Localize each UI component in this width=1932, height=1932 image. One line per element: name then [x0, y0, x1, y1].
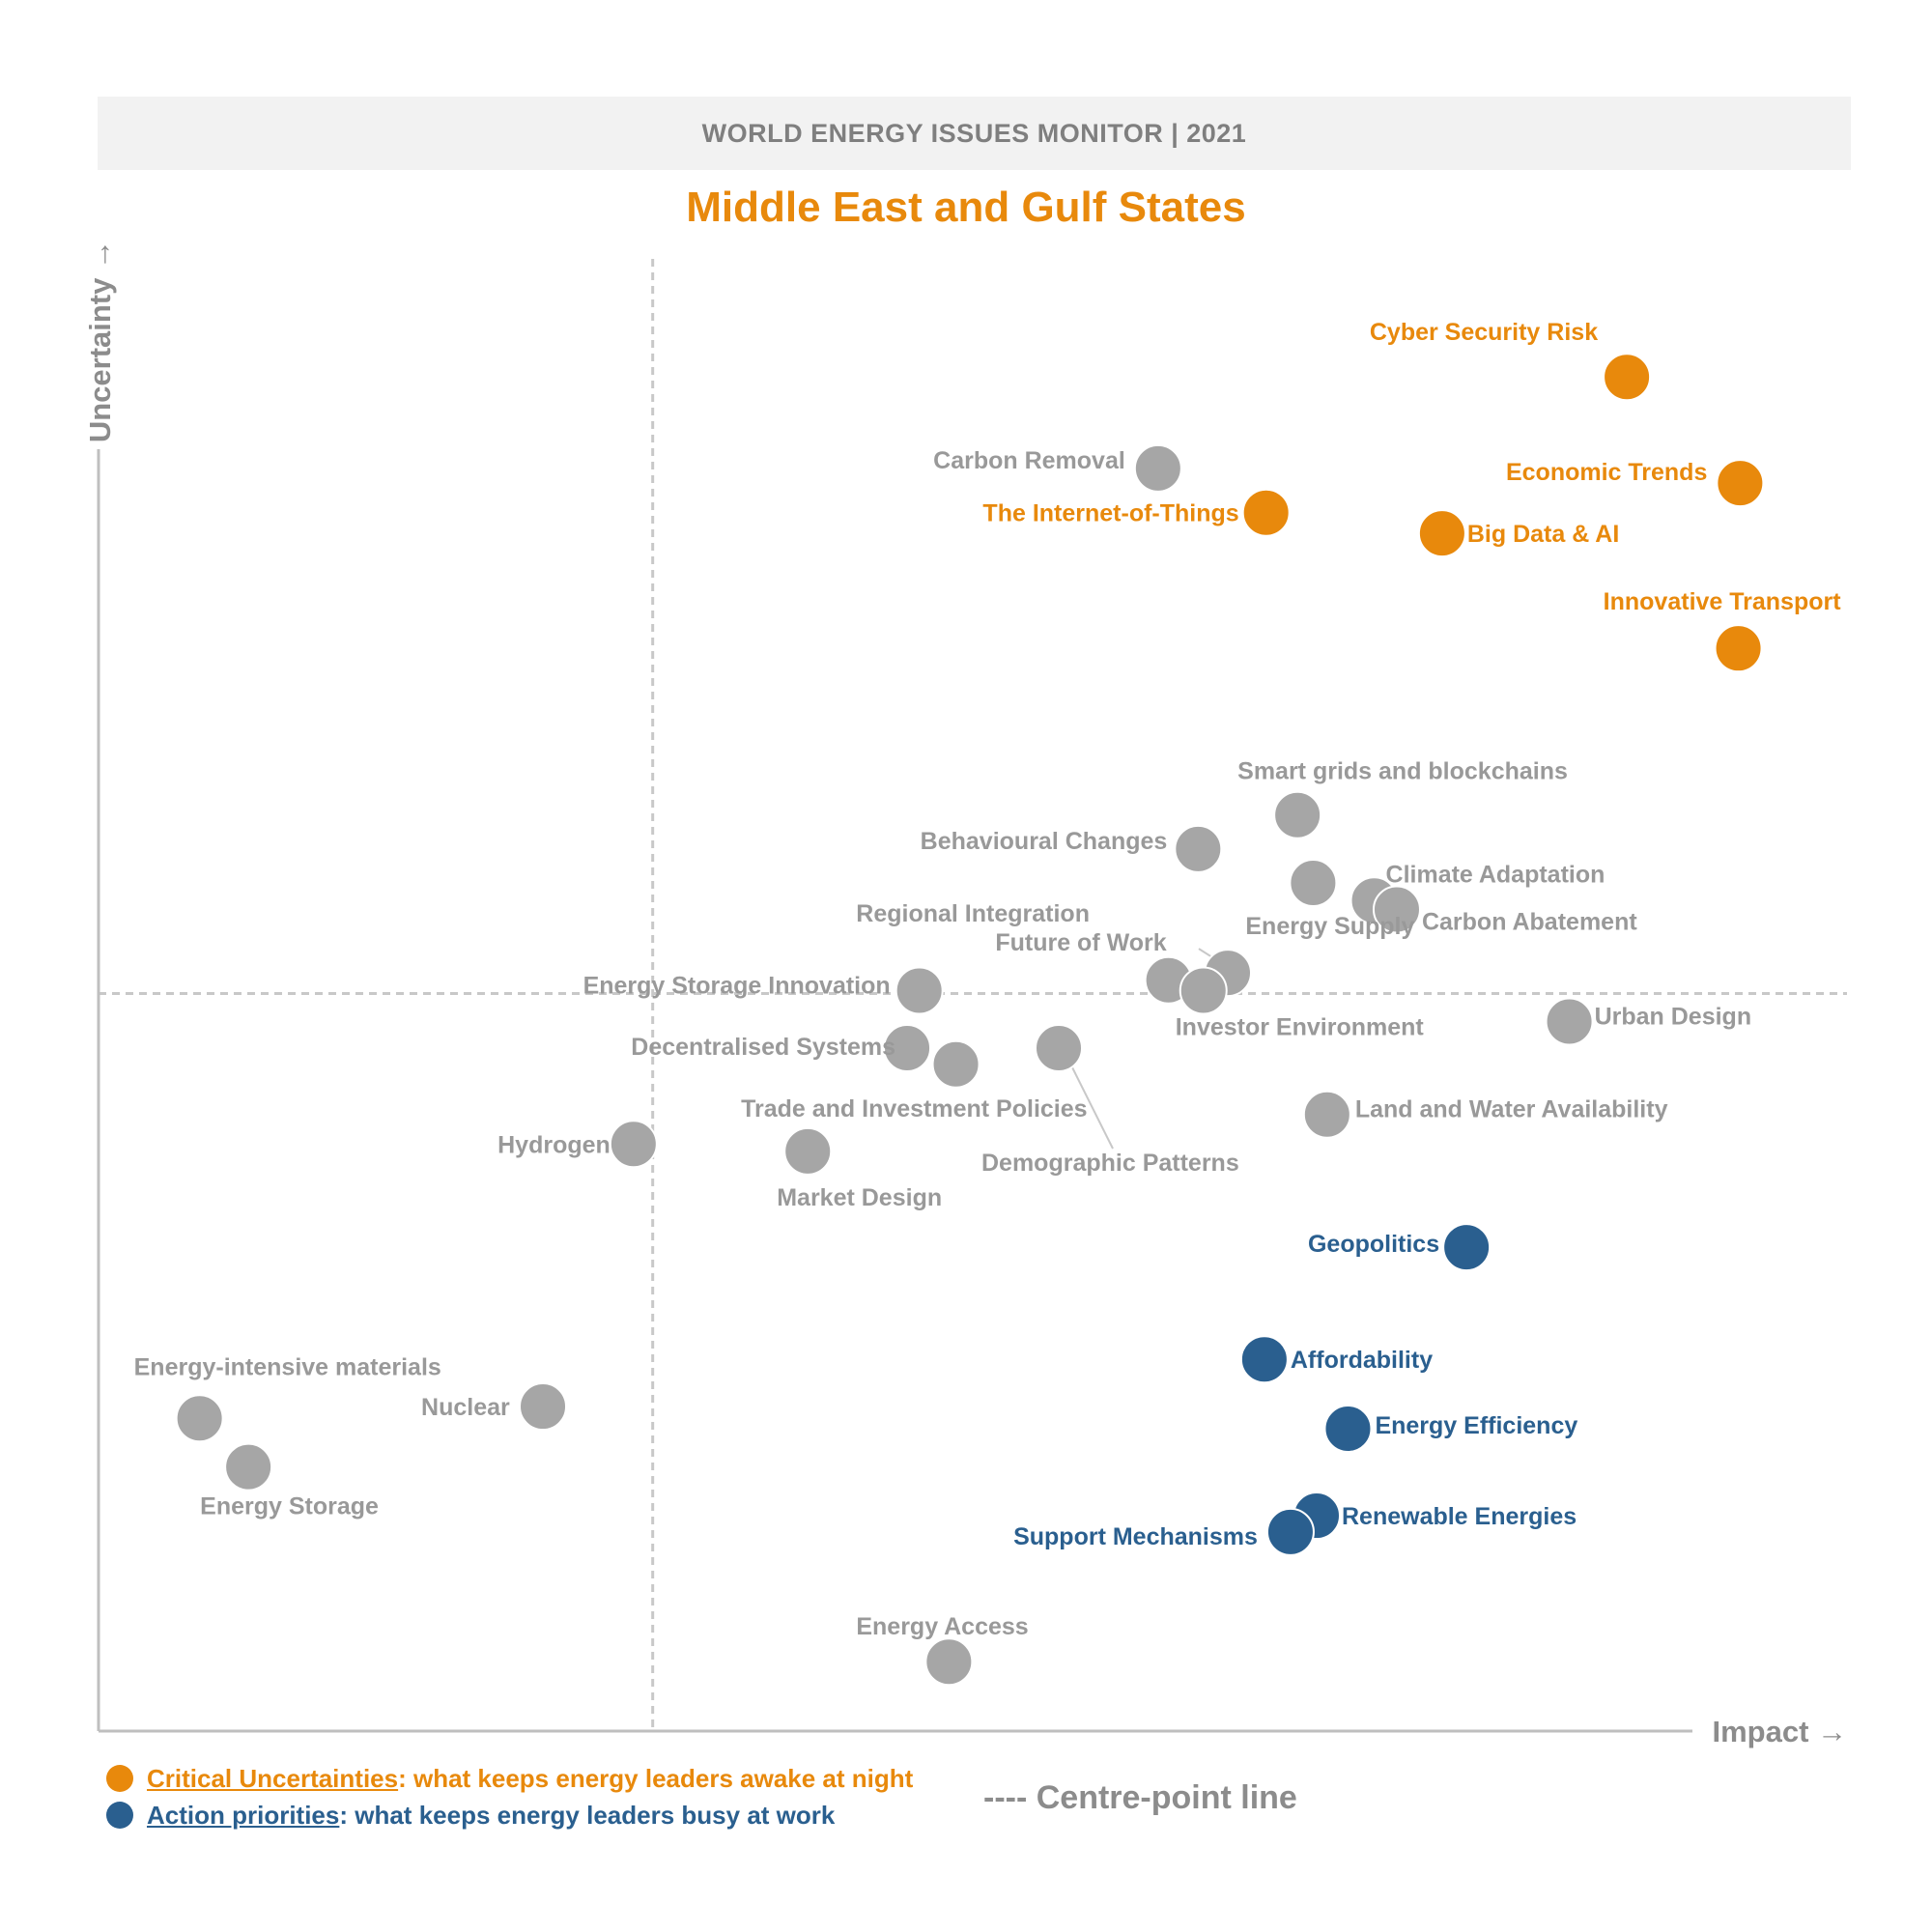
- point-demographic-patterns: [1035, 1023, 1084, 1072]
- label-smart-grids-and-blockchains: Smart grids and blockchains: [1237, 758, 1568, 785]
- label-carbon-abatement: Carbon Abatement: [1422, 908, 1637, 935]
- point-cyber-security-risk: [1603, 353, 1652, 402]
- point-energy-storage-innovation: [895, 966, 944, 1015]
- point-urban-design: [1545, 997, 1594, 1046]
- point-investor-environment: [1179, 966, 1228, 1015]
- label-economic-trends: Economic Trends: [1506, 459, 1707, 486]
- label-innovative-transport: Innovative Transport: [1604, 588, 1842, 615]
- label-energy-intensive-materials: Energy-intensive materials: [134, 1353, 441, 1380]
- point-geopolitics: [1442, 1223, 1492, 1272]
- label-energy-efficiency: Energy Efficiency: [1375, 1412, 1577, 1439]
- label-carbon-removal: Carbon Removal: [933, 447, 1125, 474]
- label-the-internet-of-things: The Internet-of-Things: [982, 500, 1238, 527]
- legend: Critical Uncertainties : what keeps ener…: [106, 1760, 913, 1833]
- legend-item-action: Action priorities : what keeps energy le…: [106, 1797, 913, 1833]
- label-future-of-work: Future of Work: [995, 929, 1166, 956]
- label-investor-environment: Investor Environment: [1176, 1013, 1425, 1040]
- point-behavioural-changes: [1174, 824, 1223, 873]
- leader-demographic-patterns: [1069, 1063, 1114, 1150]
- point-energy-intensive-materials: [175, 1394, 224, 1443]
- label-demographic-patterns: Demographic Patterns: [981, 1150, 1239, 1177]
- point-economic-trends: [1716, 459, 1765, 508]
- x-axis-label: Impact →: [1712, 1715, 1847, 1748]
- data-labels: Cyber Security Risk Economic Trends The In…: [134, 319, 1842, 1640]
- point-innovative-transport: [1714, 624, 1763, 673]
- report-banner: WORLD ENERGY ISSUES MONITOR | 2021: [98, 97, 1851, 170]
- label-market-design: Market Design: [777, 1184, 942, 1211]
- point-energy-storage: [224, 1442, 273, 1492]
- point-big-data-and-ai: [1417, 509, 1466, 558]
- centre-point-lines: [99, 259, 1847, 1731]
- point-nuclear: [519, 1382, 568, 1432]
- label-urban-design: Urban Design: [1595, 1004, 1752, 1031]
- label-land-and-water-availability: Land and Water Availability: [1355, 1096, 1668, 1123]
- legend-desc-action: : what keeps energy leaders busy at work: [339, 1800, 836, 1830]
- label-decentralised-systems: Decentralised Systems: [631, 1034, 895, 1061]
- label-behavioural-changes: Behavioural Changes: [921, 828, 1168, 855]
- point-the-internet-of-things: [1241, 488, 1291, 537]
- legend-name-action: Action priorities: [147, 1800, 340, 1830]
- label-energy-storage-innovation: Energy Storage Innovation: [583, 972, 891, 999]
- label-cyber-security-risk: Cyber Security Risk: [1370, 319, 1598, 346]
- centre-point-legend: ---- Centre-point line: [983, 1779, 1297, 1816]
- data-points: [175, 353, 1765, 1687]
- label-trade-and-investment-policies: Trade and Investment Policies: [741, 1095, 1087, 1122]
- point-hydrogen: [609, 1120, 658, 1169]
- point-trade-and-investment-policies: [931, 1039, 980, 1089]
- point-carbon-abatement: [1372, 885, 1421, 934]
- label-affordability: Affordability: [1291, 1347, 1433, 1374]
- point-energy-supply: [1289, 858, 1338, 907]
- legend-item-critical: Critical Uncertainties : what keeps ener…: [106, 1760, 913, 1797]
- point-decentralised-systems: [883, 1023, 932, 1072]
- label-nuclear: Nuclear: [421, 1394, 510, 1421]
- point-support-mechanisms: [1265, 1507, 1315, 1556]
- y-axis-label: Uncertainty →: [83, 240, 117, 442]
- legend-desc-critical: : what keeps energy leaders awake at nig…: [398, 1763, 914, 1793]
- label-energy-access: Energy Access: [856, 1613, 1028, 1640]
- banner-text: WORLD ENERGY ISSUES MONITOR | 2021: [701, 118, 1247, 148]
- label-renewable-energies: Renewable Energies: [1342, 1503, 1577, 1530]
- label-energy-supply: Energy Supply: [1245, 913, 1414, 940]
- point-energy-access: [924, 1637, 974, 1687]
- label-support-mechanisms: Support Mechanisms: [1013, 1523, 1258, 1550]
- legend-dot-critical: [106, 1765, 133, 1792]
- label-energy-storage: Energy Storage: [200, 1493, 379, 1520]
- point-affordability: [1239, 1335, 1289, 1384]
- legend-name-critical: Critical Uncertainties: [147, 1763, 399, 1793]
- label-hydrogen: Hydrogen: [497, 1131, 611, 1158]
- point-land-and-water-availability: [1302, 1090, 1351, 1139]
- label-big-data-and-ai: Big Data & AI: [1467, 521, 1619, 548]
- point-market-design: [783, 1126, 833, 1176]
- label-climate-adaptation: Climate Adaptation: [1386, 861, 1605, 888]
- point-carbon-removal: [1133, 443, 1182, 493]
- chart-title: Middle East and Gulf States: [686, 184, 1246, 231]
- point-energy-efficiency: [1323, 1404, 1373, 1453]
- legend-dot-action: [106, 1802, 133, 1829]
- point-smart-grids-and-blockchains: [1273, 790, 1322, 839]
- label-regional-integration: Regional Integration: [856, 900, 1090, 927]
- label-geopolitics: Geopolitics: [1308, 1231, 1439, 1258]
- chart-axes: Impact → Uncertainty →: [83, 240, 1847, 1748]
